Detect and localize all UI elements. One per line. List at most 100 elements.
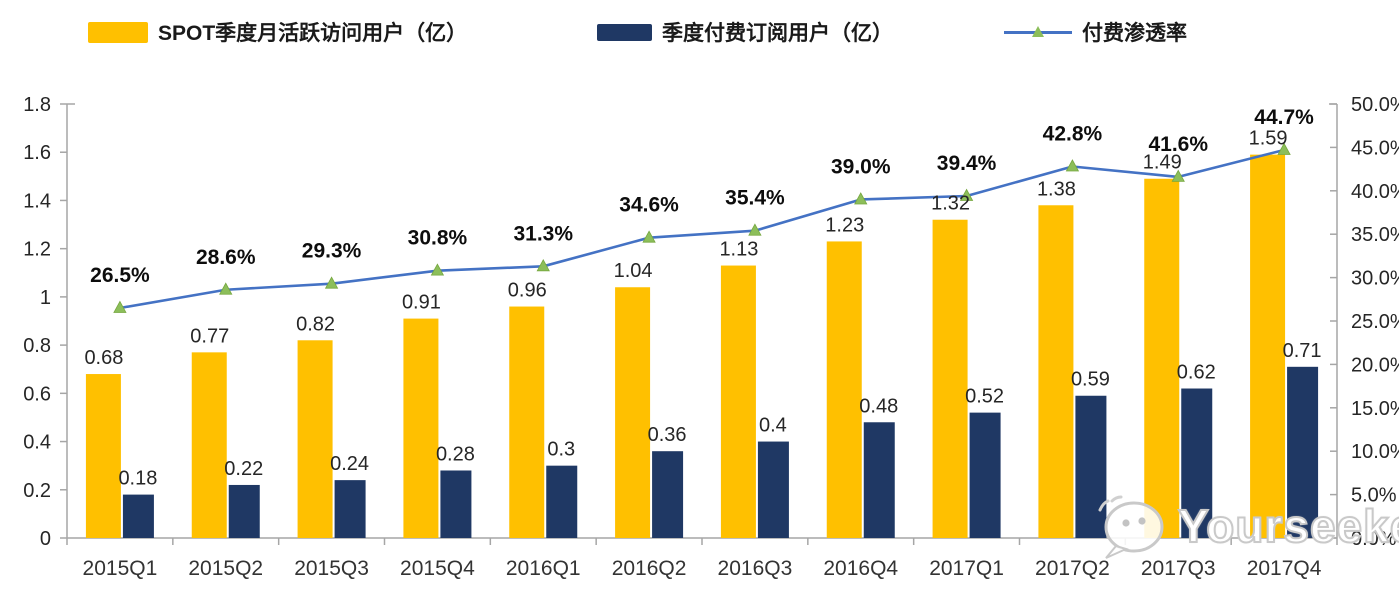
y-axis-label-left: 0.4 bbox=[23, 432, 51, 454]
y-axis-label-left: 0.8 bbox=[23, 335, 51, 357]
line-marker-icon bbox=[219, 282, 233, 295]
bar-mau bbox=[932, 219, 968, 538]
line-marker-icon bbox=[854, 192, 868, 205]
line-marker-icon bbox=[324, 276, 339, 289]
percent-label: 31.3% bbox=[513, 222, 573, 245]
bar-mau bbox=[615, 287, 651, 538]
data-label-mau: 1.13 bbox=[719, 239, 758, 261]
y-axis-label-right: 0.0% bbox=[1351, 528, 1397, 550]
y-axis-label-right: 20.0% bbox=[1351, 354, 1399, 376]
legend-line-marker-icon bbox=[1004, 24, 1072, 40]
data-label-mau: 1.23 bbox=[825, 214, 864, 236]
data-label-mau: 0.91 bbox=[402, 292, 441, 314]
y-axis-label-left: 0.2 bbox=[23, 480, 51, 502]
x-axis-label: 2015Q2 bbox=[188, 557, 263, 580]
y-axis-label-right: 25.0% bbox=[1351, 311, 1399, 333]
percent-label: 39.4% bbox=[937, 152, 997, 175]
percent-label: 39.0% bbox=[831, 155, 891, 178]
data-label-mau: 1.49 bbox=[1143, 152, 1182, 174]
bar-subscribers bbox=[440, 470, 472, 538]
data-label-subscribers: 0.24 bbox=[330, 453, 369, 475]
line-marker-icon bbox=[1277, 142, 1291, 155]
bar-mau bbox=[297, 340, 333, 538]
bar-mau bbox=[1250, 154, 1286, 538]
data-label-subscribers: 0.36 bbox=[648, 424, 687, 446]
x-axis-label: 2016Q2 bbox=[612, 557, 687, 580]
bar-mau bbox=[403, 318, 439, 538]
x-axis-label: 2015Q4 bbox=[400, 557, 475, 580]
data-label-mau: 1.04 bbox=[614, 260, 653, 282]
line-marker-icon bbox=[642, 230, 656, 243]
data-label-mau: 1.32 bbox=[931, 193, 970, 215]
percent-label: 29.3% bbox=[302, 240, 362, 263]
percent-label: 35.4% bbox=[725, 187, 785, 210]
bar-subscribers bbox=[122, 494, 154, 538]
x-axis-label: 2015Q1 bbox=[83, 557, 158, 580]
bar-subscribers bbox=[1181, 388, 1213, 538]
percent-label: 44.7% bbox=[1254, 106, 1314, 129]
data-label-subscribers: 0.59 bbox=[1071, 369, 1110, 391]
legend-label-penetration: 付费渗透率 bbox=[1082, 22, 1187, 45]
bar-mau bbox=[1144, 178, 1180, 538]
data-label-subscribers: 0.4 bbox=[759, 415, 787, 437]
legend-label-mau: SPOT季度月活跃访问用户（亿） bbox=[158, 22, 468, 45]
x-axis-label: 2016Q1 bbox=[506, 557, 581, 580]
x-axis-label: 2016Q4 bbox=[823, 557, 898, 580]
bar-subscribers bbox=[228, 484, 260, 538]
data-label-subscribers: 0.22 bbox=[224, 458, 263, 480]
x-axis-label: 2017Q4 bbox=[1247, 557, 1322, 580]
line-marker-icon bbox=[1171, 169, 1185, 182]
bar-mau bbox=[509, 306, 545, 538]
data-label-mau: 1.59 bbox=[1249, 128, 1288, 150]
bar-subscribers bbox=[334, 480, 366, 538]
x-axis-label: 2016Q3 bbox=[718, 557, 793, 580]
data-label-mau: 0.68 bbox=[84, 347, 123, 369]
bar-subscribers bbox=[546, 465, 578, 538]
data-label-mau: 1.38 bbox=[1037, 178, 1076, 200]
x-axis-label: 2015Q3 bbox=[294, 557, 369, 580]
legend-item-penetration: 付费渗透率 bbox=[1004, 16, 1187, 48]
line-marker-icon bbox=[430, 263, 445, 276]
y-axis-label-right: 35.0% bbox=[1351, 224, 1399, 246]
y-axis-label-right: 50.0% bbox=[1351, 94, 1399, 116]
percent-label: 34.6% bbox=[619, 194, 679, 217]
x-axis-label: 2017Q2 bbox=[1035, 557, 1110, 580]
y-axis-label-right: 15.0% bbox=[1351, 398, 1399, 420]
data-label-mau: 0.96 bbox=[508, 280, 547, 302]
line-marker-icon bbox=[536, 258, 550, 272]
data-label-subscribers: 0.52 bbox=[965, 386, 1004, 408]
data-label-mau: 0.82 bbox=[296, 313, 335, 335]
percent-label: 28.6% bbox=[196, 246, 256, 269]
y-axis-label-left: 1.4 bbox=[23, 190, 51, 212]
y-axis-label-left: 1.6 bbox=[23, 142, 51, 164]
percent-label: 26.5% bbox=[90, 264, 150, 287]
legend-swatch-mau-icon bbox=[88, 21, 148, 43]
legend-label-subscribers: 季度付费订阅用户（亿） bbox=[662, 22, 893, 45]
triangle-marker-icon bbox=[1032, 26, 1044, 37]
line-marker-icon bbox=[959, 188, 974, 201]
percent-label: 41.6% bbox=[1148, 133, 1208, 156]
data-label-subscribers: 0.3 bbox=[547, 439, 575, 461]
percent-label: 42.8% bbox=[1043, 122, 1103, 145]
line-marker-icon bbox=[748, 223, 762, 236]
line-marker-icon bbox=[1065, 159, 1080, 172]
line-marker-icon bbox=[113, 300, 127, 313]
legend-item-subscribers: 季度付费订阅用户（亿） bbox=[597, 16, 893, 48]
x-axis-label: 2017Q1 bbox=[929, 557, 1004, 580]
x-axis-label: 2017Q3 bbox=[1141, 557, 1216, 580]
y-axis-label-right: 45.0% bbox=[1351, 137, 1399, 159]
bar-subscribers bbox=[757, 441, 789, 538]
bar-subscribers bbox=[969, 412, 1001, 538]
bar-mau bbox=[191, 352, 227, 538]
data-label-subscribers: 0.18 bbox=[118, 468, 157, 490]
y-axis-label-right: 10.0% bbox=[1351, 441, 1399, 463]
y-axis-label-left: 0 bbox=[40, 528, 51, 550]
data-label-mau: 0.77 bbox=[190, 325, 229, 347]
data-label-subscribers: 0.28 bbox=[436, 443, 475, 465]
data-label-subscribers: 0.48 bbox=[859, 395, 898, 417]
y-axis-label-left: 1.2 bbox=[23, 239, 51, 261]
penetration-line bbox=[119, 148, 1285, 310]
legend-swatch-subscribers-icon bbox=[597, 23, 652, 41]
y-axis-label-left: 1 bbox=[40, 287, 51, 309]
